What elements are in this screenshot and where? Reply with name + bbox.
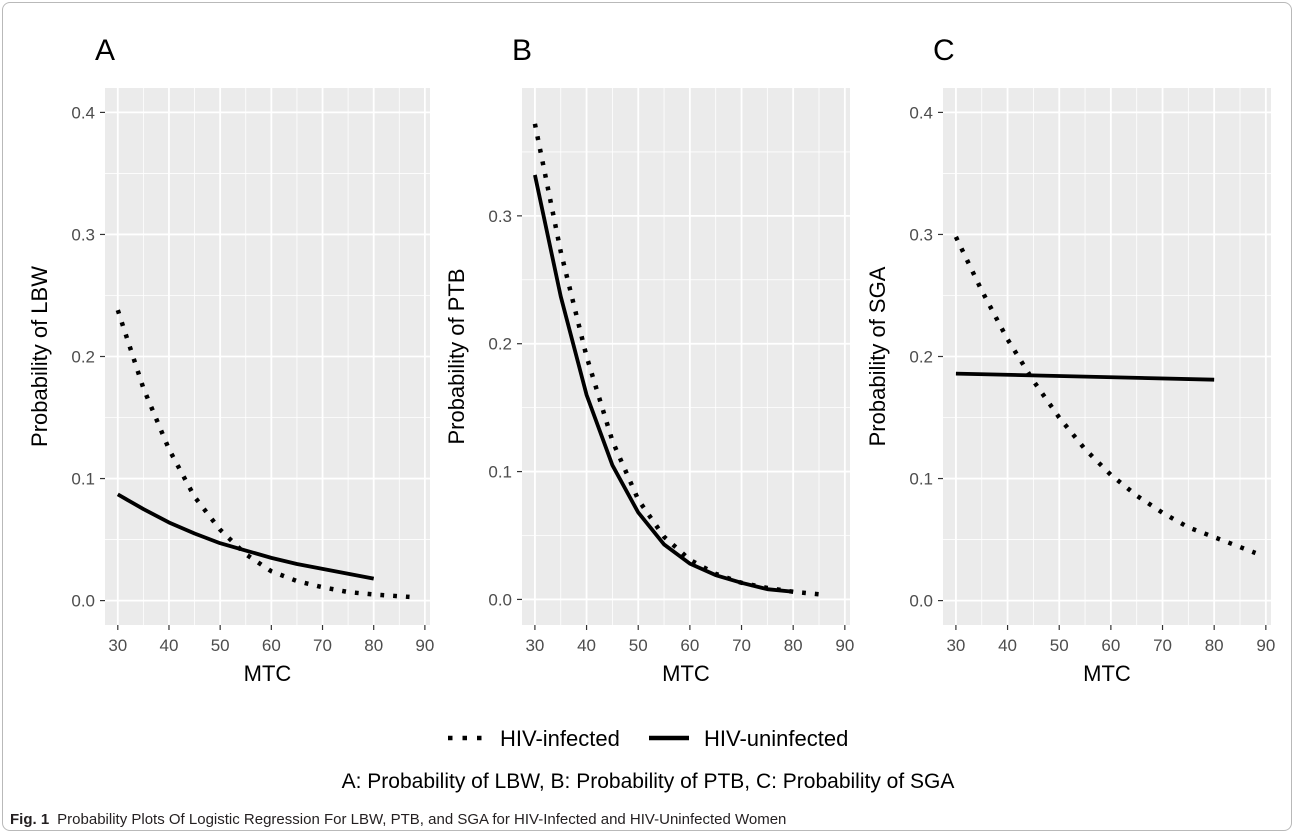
y-tick-label: 0.3: [488, 207, 512, 226]
panel-a: 30 40 50 60 70 80 90 0.0 0.1 0.2 0.3 0.4 MTC Probabil…: [27, 34, 434, 686]
x-tick-label: 90: [415, 636, 434, 655]
x-tick-label: 70: [732, 636, 751, 655]
series-line-hiv-uninfected: [955, 371, 1215, 382]
x-tick-label: 70: [313, 636, 332, 655]
x-tick-label: 50: [1050, 636, 1069, 655]
y-tick-label: 0.2: [909, 348, 933, 367]
series-line-hiv-infected: [115, 309, 410, 600]
x-tick-label: 50: [211, 636, 230, 655]
panel-background: [522, 88, 850, 625]
panels: 30 40 50 60 70 80 90 0.0 0.1 0.2 0.3 0.4 MTC Probabil…: [27, 34, 1275, 686]
caption-text: Probability Plots Of Logistic Regression…: [57, 811, 787, 828]
y-tick-label: 0.3: [71, 225, 95, 244]
x-tick-label: 40: [998, 636, 1017, 655]
x-tick-label: 50: [629, 636, 648, 655]
y-tick-label: 0.0: [488, 590, 512, 609]
x-tick-label: 90: [835, 636, 854, 655]
y-tick-label: 0.4: [71, 103, 95, 122]
legend-label-hiv-uninfected: HIV-uninfected: [704, 726, 848, 751]
y-axis-label: Probability of PTB: [444, 268, 469, 444]
x-axis-label: MTC: [244, 661, 292, 686]
x-tick-label: 30: [525, 636, 544, 655]
y-tick-label: 0.0: [71, 592, 95, 611]
x-tick-label: 80: [364, 636, 383, 655]
y-tick-label: 0.1: [71, 470, 95, 489]
y-axis-label: Probability of LBW: [27, 266, 52, 447]
x-tick-label: 60: [262, 636, 281, 655]
y-tick-label: 0.2: [488, 335, 512, 354]
legend-label-hiv-infected: HIV-infected: [500, 726, 620, 751]
x-tick-label: 70: [1153, 636, 1172, 655]
y-tick-label: 0.4: [909, 103, 933, 122]
panel-label: A: [95, 34, 115, 67]
panel-label: C: [933, 34, 955, 67]
x-tick-label: 80: [784, 636, 803, 655]
x-tick-label: 60: [1101, 636, 1120, 655]
panel-label: B: [512, 34, 532, 67]
x-tick-label: 90: [1256, 636, 1275, 655]
caption-label: Fig. 1: [10, 811, 50, 828]
x-tick-label: 30: [946, 636, 965, 655]
y-tick-label: 0.1: [488, 463, 512, 482]
series-line-hiv-infected: [532, 123, 820, 597]
y-tick-label: 0.3: [909, 225, 933, 244]
y-tick-label: 0.0: [909, 592, 933, 611]
x-tick-label: 80: [1205, 636, 1224, 655]
x-axis-label: MTC: [662, 661, 710, 686]
y-axis-label: Probability of SGA: [865, 266, 890, 446]
series-line-hiv-infected: [953, 235, 1257, 556]
y-tick-label: 0.1: [909, 470, 933, 489]
panel-c: 30 40 50 60 70 80 90 0.0 0.1 0.2 0.3 0.4 MTC Probabil…: [865, 34, 1275, 686]
x-tick-label: 40: [577, 636, 596, 655]
figure-caption: Fig. 1 Probability Plots Of Logistic Regr…: [10, 811, 786, 828]
x-tick-label: 60: [680, 636, 699, 655]
x-tick-label: 30: [108, 636, 127, 655]
figure: 30 40 50 60 70 80 90 0.0 0.1 0.2 0.3 0.4 MTC Probabil…: [27, 34, 1275, 793]
series-line-hiv-uninfected: [116, 492, 375, 581]
subcaption: A: Probability of LBW, B: Probability of…: [342, 770, 955, 793]
series-line-hiv-uninfected: [533, 174, 794, 594]
x-tick-label: 40: [160, 636, 179, 655]
panel-b: 30 40 50 60 70 80 90 0.0 0.1 0.2 0.3 MTC Probability…: [444, 34, 854, 686]
y-tick-label: 0.2: [71, 348, 95, 367]
x-axis-label: MTC: [1083, 661, 1131, 686]
legend: HIV-infected HIV-uninfected: [448, 726, 848, 751]
